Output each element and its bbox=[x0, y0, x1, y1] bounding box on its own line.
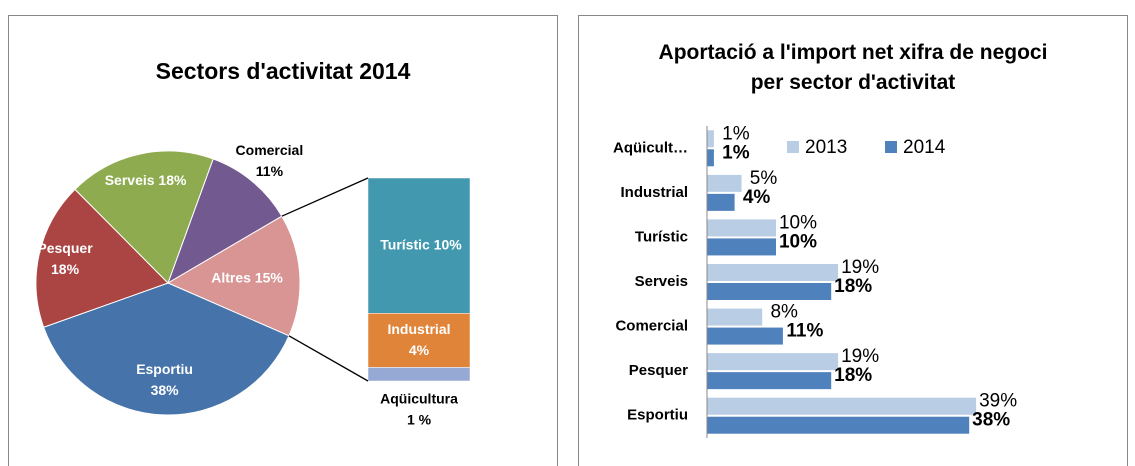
pie-slice bbox=[167, 158, 283, 285]
value-label: 19% bbox=[841, 257, 879, 278]
value-label: 10% bbox=[779, 231, 817, 252]
segment-label: Industrial 4% bbox=[387, 321, 450, 358]
value-label: 18% bbox=[834, 365, 872, 386]
bar bbox=[707, 397, 977, 415]
pie-slice bbox=[43, 282, 290, 416]
bar bbox=[707, 264, 839, 281]
slice-label-part: Serveis bbox=[105, 172, 155, 188]
segment-label: Turístic 10% bbox=[380, 236, 462, 252]
bar bbox=[707, 149, 714, 167]
chart-title: Aportació a l'import net xifra de negoci… bbox=[658, 41, 1048, 94]
chart-frame bbox=[8, 15, 558, 466]
connector bbox=[288, 335, 369, 382]
slice-label-part: 18% bbox=[51, 261, 80, 277]
segment-label: Aqüicultura 1 % bbox=[380, 390, 458, 427]
value-label: 18% bbox=[834, 276, 872, 297]
value-label: 19% bbox=[841, 346, 879, 367]
value-label: 5% bbox=[750, 168, 778, 189]
segment-label-part: 1 % bbox=[407, 411, 432, 427]
y-tick-label: Aqüicult… bbox=[613, 139, 688, 156]
pie-slice bbox=[166, 215, 301, 337]
bar bbox=[707, 193, 735, 211]
bar bbox=[707, 219, 776, 237]
slice-label: Serveis 18% bbox=[105, 172, 187, 188]
value-label: 1% bbox=[722, 142, 750, 163]
value-label: 11% bbox=[786, 321, 823, 342]
value-label: 39% bbox=[979, 391, 1017, 412]
slice-label-part: Comercial bbox=[236, 142, 304, 158]
segment-label-part: 4% bbox=[409, 342, 430, 358]
bar bbox=[707, 353, 839, 371]
slice-label-part: 18% bbox=[155, 172, 187, 188]
slice-label-part: Pesquer bbox=[37, 240, 93, 256]
bar bbox=[707, 327, 783, 345]
slice-label-part: 11% bbox=[256, 163, 284, 179]
bar bbox=[707, 174, 742, 192]
secondary-segment bbox=[367, 313, 471, 368]
y-tick-label: Turístic bbox=[635, 228, 688, 245]
secondary-segment bbox=[367, 367, 471, 382]
segment-label-part: Turístic bbox=[380, 236, 430, 252]
pie-slice bbox=[74, 150, 214, 284]
bar bbox=[707, 372, 832, 390]
bar bbox=[707, 283, 832, 300]
slice-label-part: 38% bbox=[151, 382, 180, 398]
slice-label: Esportiu 38% bbox=[136, 361, 193, 398]
secondary-segment bbox=[367, 177, 471, 314]
value-label: 1% bbox=[722, 123, 750, 144]
value-label: 38% bbox=[972, 410, 1010, 431]
bar bbox=[707, 130, 714, 148]
bar bbox=[707, 238, 776, 256]
legend-swatch bbox=[885, 141, 897, 153]
segment-label-part: Industrial bbox=[387, 321, 450, 337]
pie-slice bbox=[35, 188, 169, 328]
legend-label: 2013 bbox=[805, 137, 847, 158]
connector bbox=[281, 177, 369, 217]
legend-swatch bbox=[787, 141, 799, 153]
slice-label-part: Esportiu bbox=[136, 361, 193, 377]
slice-label: Altres 15% bbox=[211, 269, 283, 285]
y-tick-label: Serveis bbox=[635, 273, 688, 290]
segment-label-part: 10% bbox=[430, 236, 462, 252]
value-label: 8% bbox=[770, 302, 798, 323]
bar bbox=[707, 416, 970, 434]
slice-label: Pesquer 18% bbox=[37, 240, 93, 277]
slice-label-part: 15% bbox=[251, 269, 283, 285]
segment-label-part: Aqüicultura bbox=[380, 390, 458, 406]
chart-title: Sectors d'activitat 2014 bbox=[155, 58, 411, 84]
value-label: 4% bbox=[743, 187, 771, 208]
slice-label-part: Altres bbox=[211, 269, 251, 285]
y-tick-label: Pesquer bbox=[629, 362, 688, 379]
y-tick-label: Industrial bbox=[620, 184, 688, 201]
y-tick-label: Comercial bbox=[615, 318, 688, 335]
chart-frame bbox=[578, 15, 1128, 466]
legend-label: 2014 bbox=[903, 137, 946, 158]
y-tick-label: Esportiu bbox=[627, 407, 688, 424]
slice-label: Comercial 11% bbox=[236, 142, 304, 179]
bar bbox=[707, 308, 763, 326]
value-label: 10% bbox=[779, 212, 817, 233]
